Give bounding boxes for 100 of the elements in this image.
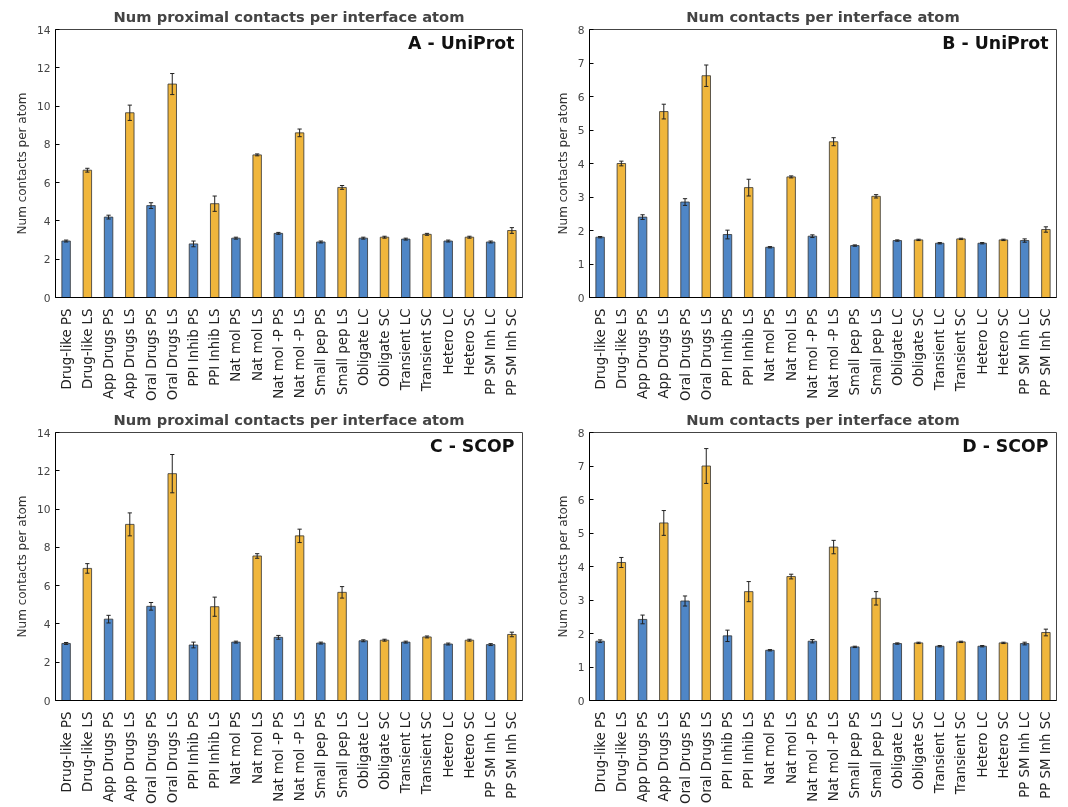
x-tick-label: App Drugs LS [122, 711, 138, 802]
x-tick-label: Transient SC [419, 711, 435, 796]
x-tick-label: Hetero LC [974, 308, 990, 375]
y-tick-label: 6 [43, 579, 51, 593]
x-tick-label: PPI Inhib LS [207, 308, 223, 386]
chart-title: Num proximal contacts per interface atom [113, 7, 465, 25]
y-tick-label: 10 [36, 503, 51, 517]
x-tick-label: Transient LC [932, 308, 948, 392]
x-tick-label: App Drugs LS [122, 308, 138, 399]
y-tick-label: 4 [43, 617, 51, 631]
x-tick-label: PP SM Inh SC [504, 711, 520, 799]
x-tick-label: Nat mol -P PS [270, 308, 286, 399]
y-tick-label: 4 [577, 560, 585, 574]
x-tick-label: Hetero SC [995, 308, 1011, 376]
x-tick-label: PPI Inhib PS [719, 308, 735, 387]
x-tick-label: Nat mol -P PS [270, 711, 286, 802]
x-tick-label: Hetero LC [974, 711, 990, 778]
chart-title: Num contacts per interface atom [686, 410, 960, 428]
x-tick-label: Obligate SC [377, 711, 393, 790]
x-tick-label: Drug-like LS [79, 308, 95, 389]
y-tick-label: 8 [43, 541, 51, 555]
x-tick-label: Obligate LC [355, 711, 371, 789]
chart-title: Num proximal contacts per interface atom [113, 410, 465, 428]
x-tick-label: Hetero SC [461, 711, 477, 779]
x-tick-label: Oral Drugs PS [143, 308, 159, 401]
x-tick-label: PP SM Inh LC [1017, 711, 1033, 798]
x-tick-label: App Drugs PS [101, 308, 117, 400]
x-tick-label: PPI Inhib LS [207, 711, 223, 789]
x-tick-label: PP SM Inh LC [483, 308, 499, 395]
x-tick-label: Obligate SC [911, 308, 927, 387]
x-tick-label: PP SM Inh SC [504, 308, 520, 396]
y-tick-label: 6 [577, 90, 585, 104]
x-tick-label: Obligate LC [355, 308, 371, 386]
x-tick-label: Oral Drugs PS [677, 308, 693, 401]
y-tick-label: 1 [577, 661, 585, 674]
x-tick-label: App Drugs PS [635, 308, 651, 400]
x-tick-label: Nat mol PS [228, 308, 244, 382]
y-tick-label: 0 [43, 694, 51, 708]
x-tick-label: PP SM Inh LC [1017, 308, 1033, 395]
y-tick-label: 10 [36, 100, 51, 114]
annotation: C - SCOP [429, 435, 515, 456]
x-tick-label: PPI Inhib LS [741, 711, 757, 789]
x-tick-label: Nat mol LS [249, 308, 265, 382]
x-tick-label: Drug-like LS [613, 711, 629, 792]
y-tick-label: 7 [577, 57, 585, 70]
x-tick-label: Oral Drugs LS [698, 308, 714, 401]
x-tick-label: PPI Inhib LS [741, 308, 757, 386]
x-tick-label: Small pep PS [847, 711, 863, 799]
x-tick-label: Nat mol PS [762, 711, 778, 785]
x-tick-label: Small pep LS [868, 308, 884, 395]
x-tick-label: PP SM Inh LC [483, 711, 499, 798]
y-axis-title: Num contacts per atom [555, 92, 570, 235]
x-tick-label: Drug-like PS [592, 711, 608, 793]
annotation: A - UniProt [408, 32, 515, 53]
y-tick-label: 2 [577, 627, 585, 641]
y-tick-label: 1 [577, 258, 585, 271]
x-tick-label: Small pep LS [334, 711, 350, 798]
x-tick-label: Obligate SC [377, 308, 393, 387]
y-tick-label: 6 [43, 176, 51, 190]
x-tick-label: Hetero SC [461, 308, 477, 376]
x-tick-label: Obligate LC [889, 308, 905, 386]
x-tick-label: Transient SC [953, 711, 969, 796]
y-tick-label: 7 [577, 460, 585, 473]
x-tick-label: Oral Drugs PS [677, 711, 693, 804]
x-tick-label: PPI Inhib PS [185, 711, 201, 790]
x-tick-label: Transient SC [953, 308, 969, 393]
x-tick-label: App Drugs PS [635, 711, 651, 803]
x-tick-label: Transient LC [932, 711, 948, 795]
x-tick-label: Small pep PS [847, 308, 863, 396]
x-tick-label: Small pep PS [313, 711, 329, 799]
x-tick-label: Nat mol -P PS [804, 711, 820, 802]
y-tick-label: 14 [36, 426, 51, 440]
x-tick-label: Nat mol LS [249, 711, 265, 785]
x-tick-label: Drug-like LS [613, 308, 629, 389]
x-tick-label: Nat mol -P LS [292, 308, 308, 399]
x-tick-label: Obligate SC [911, 711, 927, 790]
x-tick-label: Hetero LC [440, 308, 456, 375]
x-tick-label: PPI Inhib PS [185, 308, 201, 387]
y-tick-label: 5 [577, 527, 585, 540]
x-tick-label: App Drugs LS [656, 711, 672, 802]
y-tick-label: 3 [577, 594, 585, 607]
y-tick-label: 4 [43, 214, 51, 228]
x-tick-label: Nat mol -P LS [826, 308, 842, 399]
x-tick-label: PP SM Inh SC [1038, 711, 1054, 799]
x-tick-label: Drug-like PS [58, 711, 74, 793]
y-tick-label: 2 [577, 224, 585, 238]
x-tick-label: Hetero SC [995, 711, 1011, 779]
x-tick-label: Obligate LC [889, 711, 905, 789]
x-tick-label: Nat mol LS [783, 308, 799, 382]
annotation: B - UniProt [942, 32, 1049, 53]
x-tick-label: Drug-like PS [592, 308, 608, 390]
x-tick-label: Nat mol -P LS [826, 711, 842, 802]
y-tick-label: 0 [43, 291, 51, 305]
x-tick-label: Nat mol PS [762, 308, 778, 382]
x-tick-label: Drug-like LS [79, 711, 95, 792]
x-tick-label: App Drugs PS [101, 711, 117, 803]
y-tick-label: 4 [577, 157, 585, 171]
x-tick-label: Nat mol -P PS [804, 308, 820, 399]
y-axis-title: Num contacts per atom [14, 92, 29, 235]
y-tick-label: 6 [577, 493, 585, 507]
